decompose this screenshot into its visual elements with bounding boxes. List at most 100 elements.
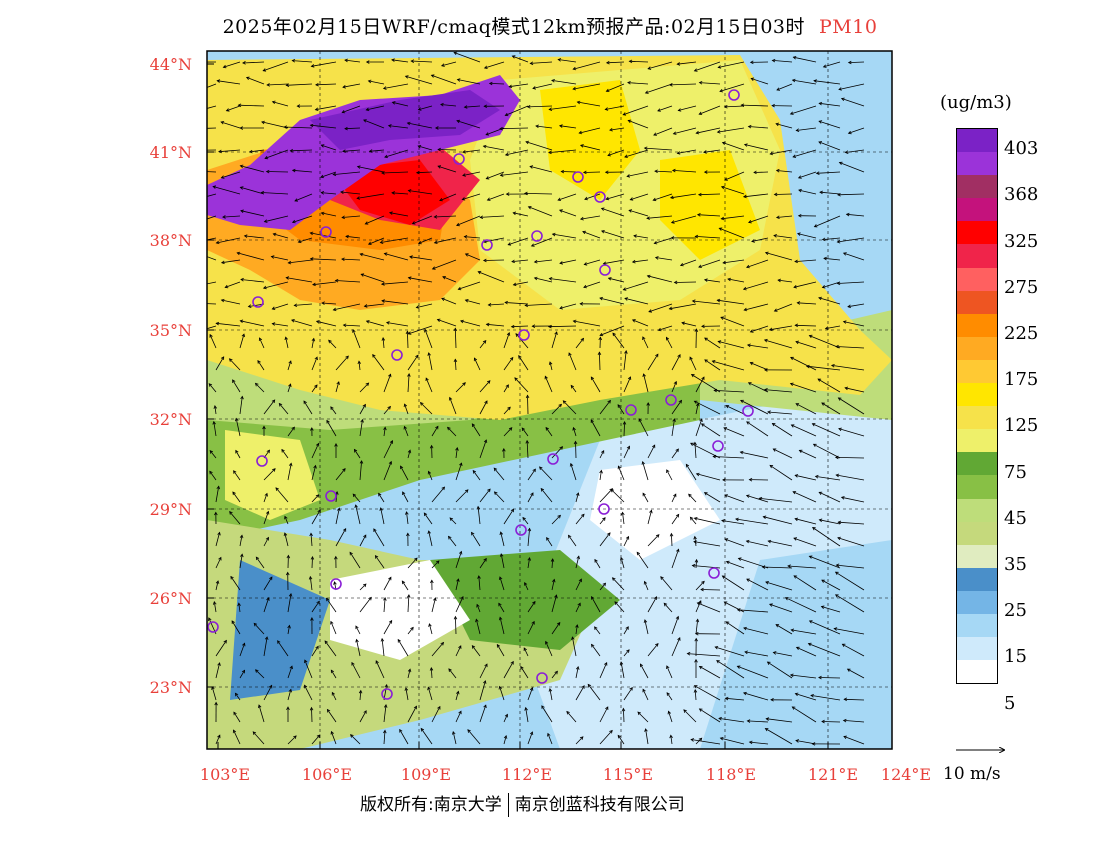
wind-arrow	[237, 252, 265, 261]
wind-arrowhead	[271, 399, 276, 403]
wind-arrow	[551, 446, 563, 459]
wind-arrow	[671, 616, 679, 635]
wind-arrowhead	[795, 340, 800, 345]
wind-arrowhead	[604, 661, 608, 666]
wind-arrow	[821, 402, 841, 415]
wind-arrowhead	[484, 400, 488, 404]
wind-arrowhead	[685, 463, 690, 468]
wind-arrow	[559, 125, 577, 129]
wind-arrowhead	[265, 536, 269, 541]
wind-arrowhead	[749, 361, 754, 366]
wind-arrow	[669, 83, 697, 86]
wind-arrow	[272, 101, 289, 107]
wind-arrow	[607, 149, 625, 156]
wind-arrowhead	[479, 215, 484, 219]
wind-arrow	[746, 495, 769, 503]
wind-arrowhead	[291, 319, 295, 323]
wind-arrowhead	[769, 151, 774, 156]
wind-arrow	[776, 170, 793, 173]
wind-arrow	[496, 644, 505, 657]
wind-arrow	[366, 105, 385, 111]
wind-arrowhead	[374, 555, 379, 559]
wind-arrow	[817, 378, 841, 393]
wind-arrow	[559, 209, 577, 217]
wind-arrowhead	[265, 169, 270, 174]
wind-arrowhead	[838, 427, 842, 432]
wind-arrow	[549, 105, 577, 110]
wind-arrowhead	[530, 492, 534, 496]
wind-arrow	[623, 350, 627, 371]
wind-arrow	[312, 281, 337, 286]
wind-arrow	[454, 359, 457, 371]
wind-arrow	[292, 169, 313, 173]
wind-arrowhead	[700, 587, 704, 592]
wind-arrowhead	[666, 665, 670, 670]
wind-arrow	[701, 423, 721, 437]
wind-arrow	[522, 517, 529, 525]
wind-arrowhead	[693, 68, 698, 72]
wind-arrow	[671, 637, 681, 657]
wind-arrowhead	[391, 101, 396, 105]
wind-arrow	[718, 718, 745, 723]
legend-label: 15	[1004, 646, 1027, 668]
wind-arrowhead	[271, 322, 276, 326]
wind-arrowhead	[255, 669, 259, 673]
wind-arrowhead	[572, 86, 577, 91]
footer-separator	[507, 793, 509, 817]
wind-arrowhead	[746, 343, 751, 348]
wind-arrow	[235, 418, 241, 437]
wind-arrowhead	[463, 235, 468, 239]
wind-arrowhead	[642, 373, 646, 378]
wind-arrowhead	[336, 507, 341, 512]
wind-arrow	[647, 61, 673, 70]
wind-arrowhead	[600, 449, 605, 454]
wind-arrowhead	[363, 534, 367, 539]
wind-arrowhead	[791, 706, 796, 710]
wind-arrow	[471, 423, 481, 437]
wind-arrowhead	[471, 423, 476, 428]
wind-arrowhead	[624, 154, 628, 158]
wind-arrow	[666, 337, 673, 349]
wind-arrowhead	[605, 60, 610, 65]
wind-arrowhead	[266, 83, 270, 87]
wind-arrowhead	[437, 705, 441, 710]
wind-arrowhead	[700, 423, 705, 427]
wind-arrowhead	[441, 297, 445, 301]
wind-arrowhead	[604, 170, 609, 175]
wind-arrow	[232, 491, 241, 503]
wind-arrowhead	[453, 358, 458, 363]
wind-arrowhead	[314, 384, 318, 389]
wind-arrow	[290, 149, 313, 152]
wind-arrow	[753, 171, 769, 173]
wind-arrow	[563, 400, 577, 415]
wind-arrow	[527, 601, 536, 613]
wind-arrow	[645, 728, 649, 745]
wind-arrowhead	[725, 621, 730, 625]
wind-arrowhead	[765, 717, 770, 721]
wind-arrow	[628, 209, 649, 217]
wind-arrowhead	[358, 689, 363, 694]
wind-arrow	[818, 141, 841, 151]
wind-arrowhead	[351, 661, 355, 666]
wind-arrow	[677, 149, 697, 154]
wind-arrowhead	[737, 557, 742, 561]
wind-arrow	[383, 427, 386, 437]
wind-arrow	[541, 705, 553, 723]
wind-arrowhead	[789, 111, 794, 115]
wind-arrow	[311, 601, 320, 613]
wind-arrow	[821, 606, 841, 613]
wind-arrowhead	[239, 164, 244, 169]
wind-arrow	[717, 299, 745, 305]
wind-arrowhead	[750, 77, 755, 81]
wind-arrow	[453, 52, 481, 63]
wind-arrowhead	[842, 252, 847, 256]
wind-arrow	[355, 504, 361, 525]
wind-arrow	[527, 621, 535, 635]
wind-arrow	[407, 373, 410, 393]
wind-arrow	[822, 237, 841, 240]
wind-arrowhead	[440, 641, 445, 646]
wind-arrow	[551, 80, 577, 85]
wind-arrow	[768, 540, 793, 547]
wind-arrow	[404, 426, 409, 437]
wind-arrowhead	[604, 107, 609, 111]
